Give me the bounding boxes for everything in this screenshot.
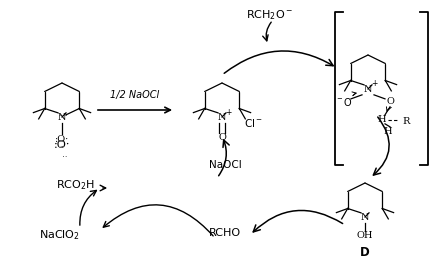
Text: $^-$O: $^-$O bbox=[335, 96, 353, 108]
Text: :O·: :O· bbox=[55, 135, 69, 144]
Text: D: D bbox=[360, 245, 370, 258]
Text: +: + bbox=[225, 108, 231, 117]
Text: 1/2 NaOCl: 1/2 NaOCl bbox=[110, 90, 159, 100]
Text: R: R bbox=[402, 117, 410, 126]
Text: N: N bbox=[361, 213, 369, 222]
Text: N: N bbox=[218, 113, 226, 122]
Text: NaOCl: NaOCl bbox=[209, 160, 241, 170]
Text: RCH$_2$O$^-$: RCH$_2$O$^-$ bbox=[246, 8, 294, 22]
Text: Cl$^-$: Cl$^-$ bbox=[244, 117, 263, 129]
Text: ·: · bbox=[64, 113, 66, 119]
Text: OH: OH bbox=[357, 231, 373, 240]
Text: O: O bbox=[386, 97, 394, 106]
Text: NaClO$_2$: NaClO$_2$ bbox=[39, 228, 81, 242]
Text: ··: ·· bbox=[60, 144, 64, 150]
Text: H: H bbox=[378, 115, 386, 124]
Text: ·: · bbox=[58, 113, 60, 119]
Text: H: H bbox=[384, 127, 392, 136]
Text: O: O bbox=[218, 133, 226, 142]
Text: RCHO: RCHO bbox=[209, 228, 241, 238]
Text: N: N bbox=[58, 113, 66, 122]
Text: :O·: :O· bbox=[54, 140, 70, 150]
Text: N: N bbox=[364, 85, 372, 94]
Text: ··: ·· bbox=[57, 153, 67, 163]
Text: +: + bbox=[371, 79, 377, 88]
Text: RCO$_2$H: RCO$_2$H bbox=[55, 178, 94, 192]
